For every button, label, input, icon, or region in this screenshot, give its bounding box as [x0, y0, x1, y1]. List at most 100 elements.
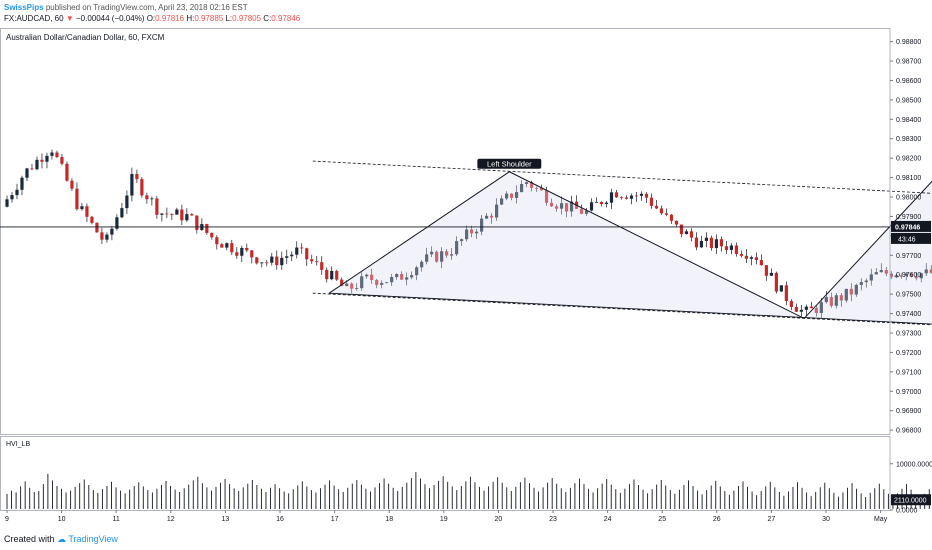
countdown-badge: [891, 232, 931, 244]
symbol-text: FX:AUDCAD, 60: [4, 14, 64, 23]
axes: 0.98800 0.98700 0.98600 0.98500 0.98400 0.983…: [0, 28, 932, 523]
candle-body: [375, 279, 379, 285]
candle-body: [564, 203, 569, 212]
candle-body: [914, 276, 918, 279]
triangle-base-line: [329, 292, 932, 325]
candle-body: [220, 244, 224, 248]
candle-body: [794, 306, 798, 312]
candle-body: [614, 192, 619, 198]
candle-body: [470, 229, 474, 234]
candle-body: [430, 251, 434, 255]
candle-body: [195, 215, 199, 230]
candle-body: [909, 273, 913, 277]
volume-last-badge: [891, 494, 931, 506]
neckline: [312, 160, 932, 194]
candle-body: [465, 229, 469, 240]
candle-body: [814, 308, 818, 314]
y-tick-label: 0.98300: [896, 136, 921, 143]
candle-body: [155, 198, 159, 215]
y-tick-label: 0.98600: [896, 78, 921, 85]
candle-body: [410, 275, 414, 278]
candle-body: [829, 297, 833, 306]
candle-body: [60, 156, 64, 164]
x-tick-label: 17: [331, 516, 339, 523]
x-tick-label: 12: [167, 516, 175, 523]
candle-body: [305, 248, 309, 260]
y-tick-label: 0.97100: [896, 369, 921, 376]
created-with-text: Created with: [4, 534, 55, 544]
pattern-fill: [329, 171, 932, 325]
candle-body: [729, 245, 734, 250]
candle-body: [320, 262, 324, 270]
candle-body: [849, 288, 853, 295]
candle-body: [355, 288, 359, 289]
y-tick-label: 0.97900: [896, 214, 921, 221]
tradingview-logo-icon[interactable]: ☁: [57, 534, 67, 544]
candle-body: [779, 285, 783, 292]
x-tick-label: 16: [276, 516, 284, 523]
candle-body: [310, 259, 314, 262]
candle-body: [270, 256, 274, 263]
candle-body: [619, 197, 624, 199]
candle-body: [554, 206, 559, 209]
tradingview-brand[interactable]: TradingView: [68, 534, 118, 544]
y-tick-label: 0.97300: [896, 330, 921, 337]
candle-body: [100, 232, 104, 240]
publish-info: SwissPips published on TradingView.com, …: [4, 3, 248, 13]
candle-body: [699, 240, 704, 248]
candle-body: [824, 297, 828, 303]
candle-body: [529, 182, 534, 188]
candle-body: [260, 262, 264, 264]
candle-body: [420, 261, 424, 268]
candle-body: [799, 309, 803, 312]
candle-body: [869, 274, 873, 281]
candle-body: [325, 269, 329, 280]
pattern-zigzag: [328, 171, 932, 320]
candle-body: [385, 282, 389, 284]
candle-body: [669, 214, 674, 221]
open-label: O:: [146, 14, 156, 23]
candle-body: [460, 239, 464, 242]
candle-body: [110, 228, 114, 235]
candle-body: [754, 257, 758, 261]
candle-body: [245, 247, 249, 251]
candle-body: [70, 180, 74, 189]
candle-body: [140, 179, 144, 196]
candle-body: [95, 222, 99, 233]
candle-body: [425, 254, 429, 262]
candle-body: [714, 239, 719, 249]
candle-body: [709, 237, 714, 249]
candle-body: [230, 243, 234, 253]
volume-bars: [6, 472, 930, 509]
candle-body: [150, 198, 154, 200]
candle-body: [544, 190, 549, 203]
candle-body: [315, 261, 319, 263]
candles: [5, 149, 932, 319]
candle-body: [539, 187, 544, 191]
x-tick-label: 10: [58, 516, 66, 523]
high-label: H:: [186, 14, 195, 23]
x-tick-label: 23: [549, 516, 557, 523]
y-tick-label: 0.96900: [896, 408, 921, 415]
y-tick-label: 0.98800: [896, 39, 921, 46]
candle-body: [724, 246, 729, 250]
candle-body: [435, 251, 439, 262]
candle-body: [649, 197, 654, 206]
candle-body: [445, 251, 449, 256]
candle-body: [929, 269, 932, 273]
candle-body: [15, 189, 19, 196]
lower-trendline: [312, 292, 932, 326]
author-name[interactable]: SwissPips: [4, 3, 44, 12]
candle-body: [480, 218, 484, 232]
candle-body: [380, 282, 384, 285]
candle-body: [624, 197, 629, 199]
x-tick-label: 27: [768, 516, 776, 523]
y-tick-label: 0.98500: [896, 97, 921, 104]
candle-body: [629, 195, 634, 199]
candle-body: [764, 265, 768, 276]
y-tick-label: 0.98700: [896, 59, 921, 66]
candle-body: [844, 288, 848, 301]
volume-pane-frame: [0, 436, 891, 511]
candle-body: [919, 273, 923, 279]
